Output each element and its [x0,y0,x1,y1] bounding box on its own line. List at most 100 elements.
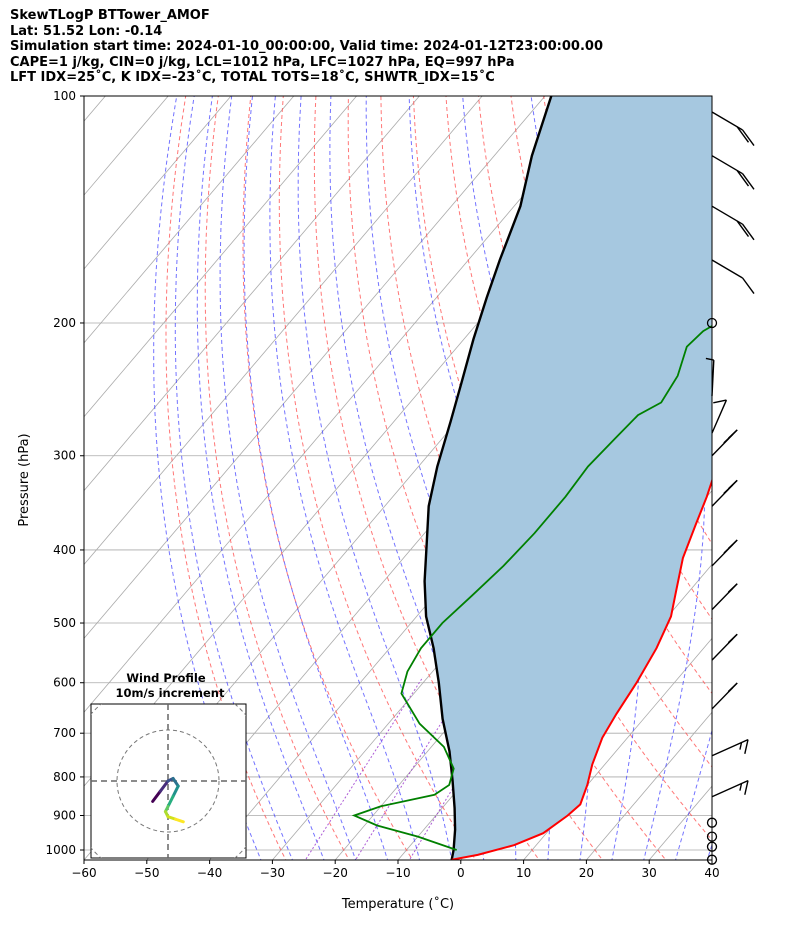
y-tick-label: 500 [53,616,76,630]
moist-adiabat [674,728,712,860]
y-ticks: 100 200 300 400 500 600 700 800 900 1000 [45,89,84,857]
y-tick-label: 400 [53,543,76,557]
chart-title: SkewTLogP BTTower_AMOF [10,8,210,23]
chart-header: SkewTLogP BTTower_AMOF Lat: 51.52 Lon: -… [10,8,603,86]
wind-barb-half-flag [723,438,729,444]
wind-barb-half-flag [705,357,714,361]
isotherm-line [84,96,609,713]
location-line: Lat: 51.52 Lon: -0.14 [10,23,163,39]
wind-barb-flag [736,126,750,143]
cape-fill-layer [424,96,712,860]
x-tick-label: 30 [642,866,657,880]
isotherm-line [84,96,420,492]
isotherm-line [84,96,358,418]
dry-adiabat [278,96,477,860]
hodograph-trace [171,784,180,798]
moist-adiabat [706,843,712,860]
mixing-ratio-line [354,676,471,860]
isotherm-line [84,96,546,639]
x-tick-label: −60 [71,866,96,880]
dry-adiabat [165,96,287,860]
wind-barb-staff [711,259,743,279]
x-tick-label: 10 [516,866,531,880]
wind-barb-half-flag [723,489,729,495]
moist-adiabat [243,96,389,860]
y-tick-label: 200 [53,316,76,330]
isotherm-line [523,637,712,860]
calm-wind-circle [706,817,718,828]
moist-adiabat [269,96,421,860]
wind-barb-half-flag [739,783,743,791]
wind-barb-flag [713,399,727,404]
hodograph-trace [158,779,170,793]
isotherm-line [84,96,232,270]
y-tick-label: 600 [53,676,76,690]
calm-wind-circle [706,317,718,329]
index-line: LFT IDX=25˚C, K IDX=-23˚C, TOTAL TOTS=18… [10,70,495,85]
hodograph-trace [171,776,180,788]
isotherm-line [585,711,712,860]
isotherm-line [711,859,712,860]
cape-line: CAPE=1 j/kg, CIN=0 j/kg, LCL=1012 hPa, L… [10,54,515,70]
hodograph-title: Wind Profile [126,671,206,685]
hodograph-trace [174,817,185,824]
isotherm-line [767,79,794,869]
wind-barb-staff [711,399,728,434]
wind-barb-flag [742,129,755,146]
x-tick-label: 20 [579,866,594,880]
moist-adiabat [196,96,325,860]
moist-adiabat [174,96,294,860]
x-tick-label: −30 [260,866,285,880]
x-ticks: −60 −50 −40 −30 −20 −10 0 10 20 30 40 [71,860,720,880]
hodograph: Wind Profile 10m/s increment [90,671,247,859]
dry-adiabat [766,79,794,869]
hodograph-trace [166,794,175,808]
hodograph-trace [151,789,162,803]
dry-adiabat [477,96,712,695]
wind-barb-flag [736,170,750,187]
wind-barb-half-flag [727,638,734,644]
wind-barb-flag [736,220,750,237]
y-tick-label: 700 [53,726,76,740]
dry-adiabat [380,96,667,860]
cape-area [424,96,712,860]
dry-adiabat [412,96,712,841]
dry-adiabat [204,96,350,860]
hodograph-plot [91,704,246,858]
wind-barb-half-flag [727,587,734,594]
y-tick-label: 300 [53,449,76,463]
x-tick-label: −50 [134,866,159,880]
moist-adiabat [297,96,453,860]
parcel-line [423,96,553,860]
x-tick-label: 40 [704,866,719,880]
dewpoint-line [351,324,712,851]
y-axis-label: Pressure (hPa) [17,433,32,526]
y-tick-label: 1000 [45,843,76,857]
x-tick-label: −40 [197,866,222,880]
wind-barb-flag [742,277,755,294]
isotherm-line [84,96,483,566]
wind-barb-flag [742,173,755,190]
y-tick-label: 800 [53,770,76,784]
calm-wind-circle [706,831,718,842]
mixing-ratio-line [304,676,424,860]
x-axis-label: Temperature (˚C) [341,896,454,912]
y-tick-label: 100 [53,89,76,103]
wind-barbs [705,111,755,865]
wind-barb-flag [742,223,755,241]
wind-barb-staff [711,360,715,397]
y-tick-label: 900 [53,808,76,822]
x-tick-label: 0 [457,866,465,880]
wind-barb-half-flag [739,742,743,750]
dry-adiabat [705,96,712,117]
wind-barb-flag [744,780,749,795]
calm-wind-circle [706,854,718,865]
wind-barb-staff [711,779,749,798]
time-line: Simulation start time: 2024-01-10_00:00:… [10,39,603,54]
x-tick-label: −20 [323,866,348,880]
isotherm-line [84,96,295,344]
dry-adiabat [733,79,794,869]
moist-adiabat [219,96,357,860]
hodograph-subtitle: 10m/s increment [116,686,225,700]
